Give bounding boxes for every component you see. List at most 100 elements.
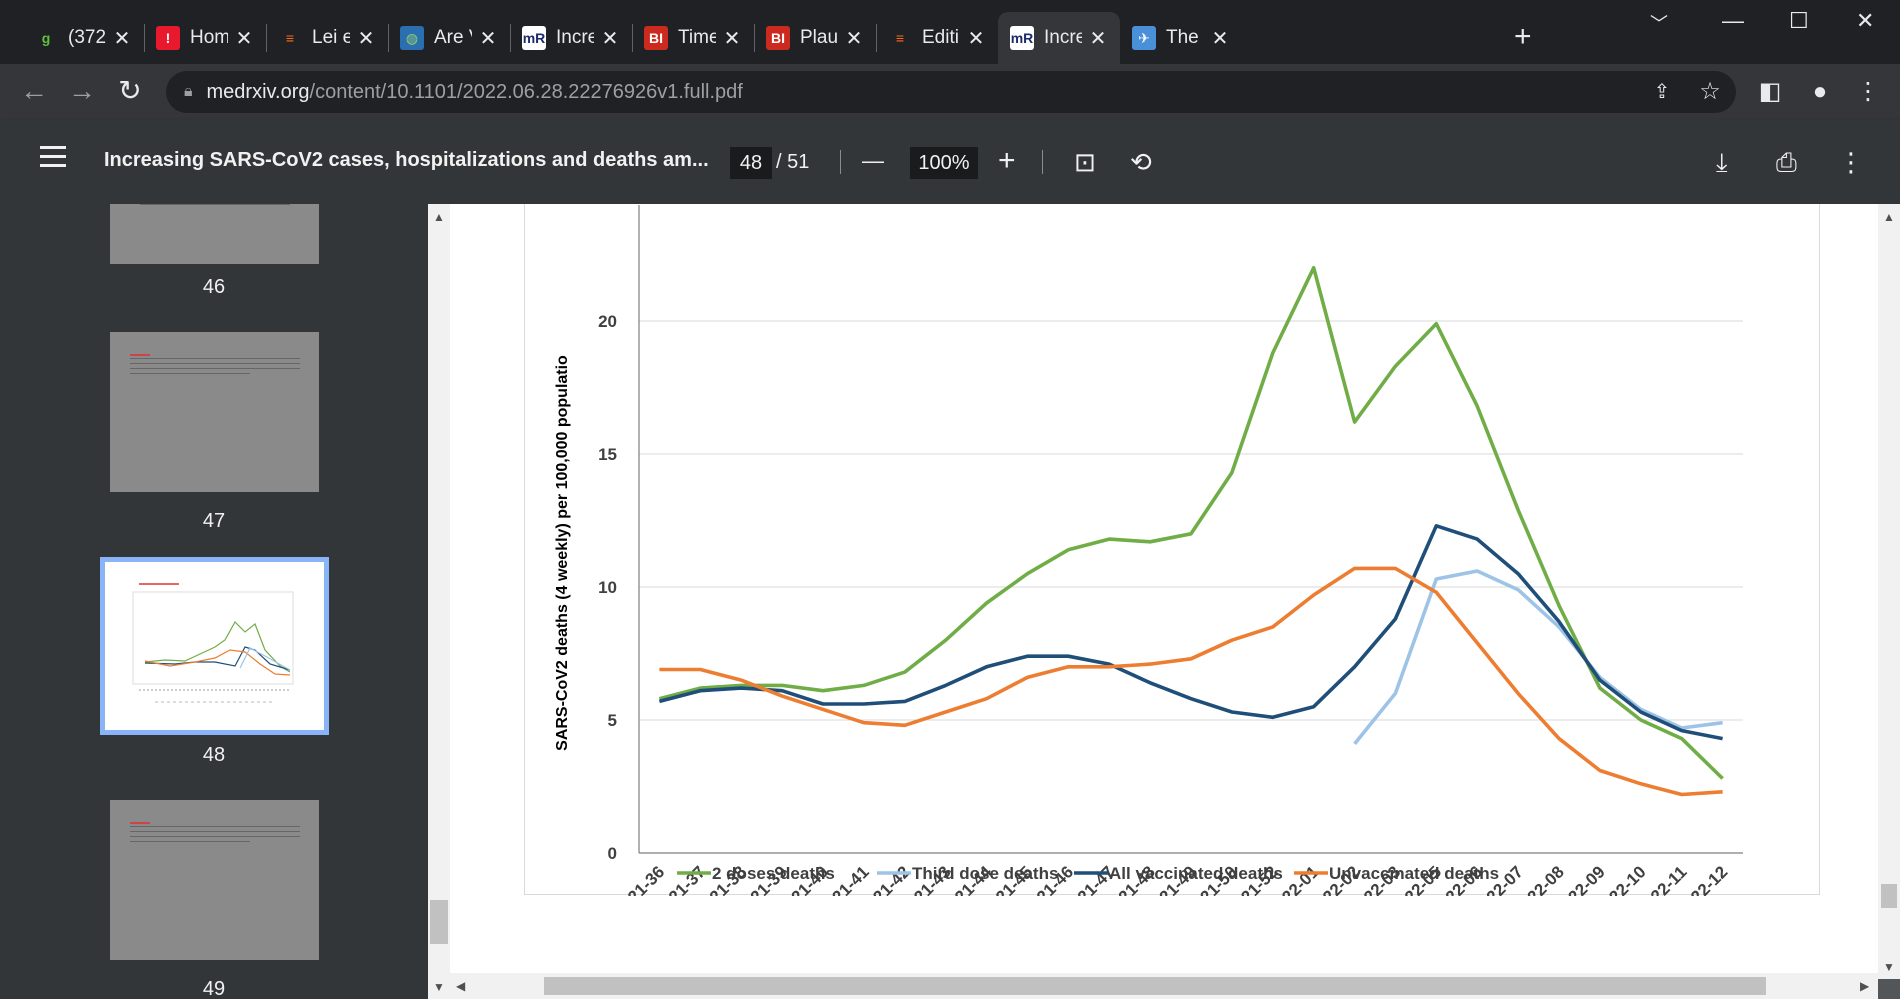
thumbnail-sidebar: 46 47 48 49	[0, 204, 428, 999]
thumbnail-page-48[interactable]	[100, 557, 329, 735]
tab-close-icon[interactable]: ✕	[1211, 27, 1229, 50]
page-total: / 51	[776, 151, 810, 173]
scroll-up-icon[interactable]: ▲	[433, 210, 445, 224]
forward-icon[interactable]: →	[68, 75, 96, 106]
restore-icon[interactable]: —	[1722, 8, 1744, 33]
scrollbar-thumb[interactable]	[1881, 884, 1897, 908]
reload-icon[interactable]: ↻	[118, 75, 142, 106]
legend-label: 2 doses deaths	[712, 864, 835, 883]
tab-favicon-icon: ≡	[888, 26, 912, 50]
thumbnail-page-47[interactable]	[110, 332, 319, 492]
tab-separator	[144, 24, 145, 52]
y-axis-label: SARS-CoV2 deaths (4 weekly) per 100,000 …	[554, 355, 571, 751]
rotate-icon[interactable]: ⟲	[1130, 147, 1152, 177]
tab-title: Increas	[1044, 27, 1082, 48]
x-tick-label: 2021-36	[611, 862, 669, 896]
tab-title: Are Va	[434, 27, 472, 48]
tab-favicon-icon: g	[34, 26, 58, 50]
tab-close-icon[interactable]: ✕	[357, 27, 375, 50]
page-number-input[interactable]: 48	[730, 147, 772, 179]
tab-title: Editing	[922, 27, 960, 48]
url-path: /content/10.1101/2022.06.28.22276926v1.f…	[309, 80, 743, 103]
tab-7[interactable]: ≡ Editing ✕	[876, 12, 998, 64]
legend-label: All vaccinated deaths	[1109, 864, 1283, 883]
scroll-down-icon[interactable]: ▼	[433, 980, 445, 994]
tab-close-icon[interactable]: ✕	[601, 27, 619, 50]
zoom-level-input[interactable]: 100%	[910, 147, 978, 179]
thumbnail-page-46[interactable]	[110, 204, 319, 264]
tab-separator	[266, 24, 267, 52]
tab-1[interactable]: ! Home ✕	[144, 12, 266, 64]
tab-9[interactable]: ✈ The M ✕	[1120, 12, 1242, 64]
tab-8[interactable]: mR Increas ✕	[998, 12, 1120, 64]
tab-3[interactable]: ◍ Are Va ✕	[388, 12, 510, 64]
tab-favicon-icon: mR	[1010, 26, 1034, 50]
y-tick-label: 15	[598, 445, 617, 464]
zoom-in-button[interactable]: +	[998, 144, 1016, 177]
tab-favicon-icon: BI	[766, 26, 790, 50]
tab-close-icon[interactable]: ✕	[235, 27, 253, 50]
tab-title: Lei et al	[312, 27, 350, 48]
scroll-left-icon[interactable]: ◀	[456, 979, 466, 993]
tab-close-icon[interactable]: ✕	[113, 27, 131, 50]
scroll-down-icon[interactable]: ▼	[1883, 960, 1895, 974]
tab-4[interactable]: mR Increas ✕	[510, 12, 632, 64]
scroll-up-icon[interactable]: ▲	[1883, 210, 1895, 224]
tab-close-icon[interactable]: ✕	[723, 27, 741, 50]
download-icon[interactable]: ⤓	[1716, 147, 1728, 177]
scroll-right-icon[interactable]: ▶	[1860, 979, 1870, 993]
thumbnail-label: 46	[202, 276, 226, 298]
bookmark-star-icon[interactable]: ☆	[1699, 78, 1721, 105]
legend-label: Unvaccinated deaths	[1329, 864, 1499, 883]
thumbnail-page-49[interactable]	[110, 800, 319, 960]
more-actions-icon[interactable]: ⋮	[1838, 147, 1864, 177]
page-scrollbar[interactable]: ▲ ▼	[1878, 204, 1900, 979]
tab-close-icon[interactable]: ✕	[1089, 27, 1107, 50]
tab-favicon-icon: BI	[644, 26, 668, 50]
thumbnail-label: 49	[202, 978, 226, 999]
tab-favicon-icon: ✈	[1132, 26, 1156, 50]
new-tab-button[interactable]: +	[1514, 20, 1532, 53]
back-icon[interactable]: ←	[20, 75, 48, 106]
profile-avatar-icon[interactable]: ●	[1812, 78, 1828, 105]
tab-title: Home	[190, 27, 228, 48]
y-tick-label: 20	[598, 312, 617, 331]
tab-6[interactable]: BI Plausib ✕	[754, 12, 876, 64]
minimize-icon[interactable]: ﹀	[1650, 14, 1668, 34]
divider	[1042, 150, 1043, 174]
tab-close-icon[interactable]: ✕	[479, 27, 497, 50]
scrollbar-thumb[interactable]	[544, 977, 1766, 995]
y-tick-label: 5	[608, 711, 617, 730]
tab-favicon-icon: ◍	[400, 26, 424, 50]
y-tick-label: 10	[598, 578, 617, 597]
chart-frame: 0 5 10 15 20 SARS-CoV2 deaths (4 weekly) per …	[524, 204, 1820, 896]
tab-2[interactable]: ≡ Lei et al ✕	[266, 12, 388, 64]
zoom-out-button[interactable]: —	[862, 148, 884, 173]
maximize-icon[interactable]: ☐	[1789, 8, 1809, 33]
tab-strip	[0, 0, 1900, 64]
tab-5[interactable]: BI Time to ✕	[632, 12, 754, 64]
tab-separator	[876, 24, 877, 52]
scrollbar-thumb[interactable]	[430, 900, 448, 944]
sidebar-scrollbar[interactable]: ▲ ▼	[428, 204, 450, 999]
close-window-icon[interactable]: ✕	[1856, 8, 1875, 33]
tab-title: Increas	[556, 27, 594, 48]
divider	[840, 150, 841, 174]
fit-page-icon[interactable]: ⊡	[1074, 147, 1096, 177]
hamburger-menu-icon[interactable]	[40, 146, 66, 173]
series-line-1	[1353, 569, 1723, 746]
series-line-3	[659, 566, 1723, 797]
side-panel-icon[interactable]: ◧	[1758, 78, 1782, 105]
address-bar[interactable]: 🔒︎ medrxiv.org /content/10.1101/2022.06.…	[166, 71, 1736, 113]
tab-close-icon[interactable]: ✕	[967, 27, 985, 50]
tab-close-icon[interactable]: ✕	[845, 27, 863, 50]
browser-menu-icon[interactable]: ⋮	[1856, 78, 1880, 105]
tab-favicon-icon: ≡	[278, 26, 302, 50]
thumbnail-label: 47	[202, 510, 226, 532]
print-icon[interactable]: ⎙	[1776, 147, 1797, 177]
horizontal-scrollbar[interactable]: ◀ ▶	[450, 973, 1878, 999]
share-icon[interactable]: ⇪	[1653, 81, 1671, 103]
browser-toolbar: ← → ↻ 🔒︎ medrxiv.org /content/10.1101/20…	[0, 64, 1900, 120]
